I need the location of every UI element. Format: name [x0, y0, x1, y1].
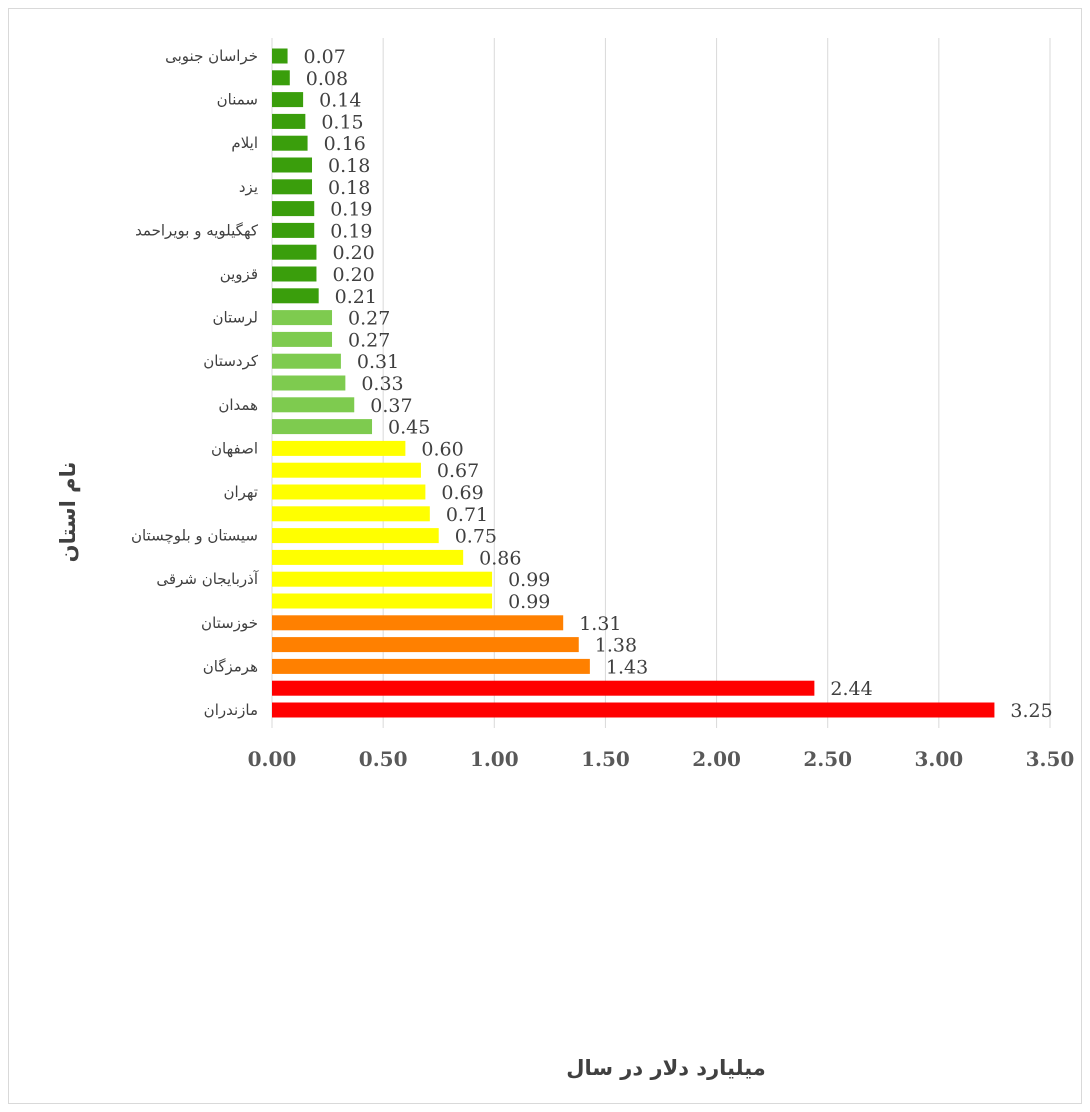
bar [272, 680, 815, 696]
bar [272, 70, 290, 86]
category-label: هرمزگان [203, 657, 258, 675]
data-label: 0.99 [508, 591, 550, 613]
data-label: 0.86 [479, 547, 521, 569]
category-label: سیستان و بلوچستان [131, 527, 258, 545]
bar [272, 506, 430, 522]
gridlines [271, 38, 1051, 728]
data-label: 0.07 [304, 46, 346, 68]
category-label: کردستان [203, 352, 259, 370]
data-label: 0.67 [437, 460, 479, 482]
bar [272, 310, 333, 326]
data-label: 0.15 [321, 111, 363, 133]
bar [272, 331, 333, 347]
chart-frame [8, 8, 1082, 1104]
data-label: 0.27 [348, 308, 390, 330]
bar [272, 440, 406, 456]
data-label: 1.43 [606, 656, 648, 678]
x-tick-label: 1.50 [581, 747, 630, 771]
data-label: 0.16 [324, 133, 366, 155]
bar [272, 288, 319, 304]
bars [272, 48, 995, 718]
bar [272, 658, 590, 674]
data-label: 0.19 [330, 199, 372, 221]
data-label: 0.20 [332, 242, 374, 264]
x-tick-label: 2.00 [692, 747, 741, 771]
bar [272, 462, 421, 478]
category-label: همدان [218, 396, 258, 414]
data-label: 2.44 [830, 678, 872, 700]
bar [272, 419, 373, 435]
bar [272, 571, 493, 587]
bar [272, 353, 341, 369]
category-label: قزوین [220, 265, 258, 283]
data-label: 0.14 [319, 90, 361, 112]
bar [272, 702, 995, 718]
bar [272, 92, 304, 108]
category-label: لرستان [212, 309, 258, 327]
value-labels: 0.070.080.140.150.160.180.180.190.190.20… [304, 46, 1053, 722]
x-tick-label: 1.00 [470, 747, 519, 771]
data-label: 0.99 [508, 569, 550, 591]
data-label: 1.31 [579, 613, 621, 635]
data-label: 0.37 [370, 395, 412, 417]
bar [272, 615, 564, 631]
data-label: 3.25 [1010, 700, 1052, 722]
bar [272, 484, 426, 500]
category-label: ایلام [231, 134, 258, 152]
bar [272, 157, 313, 173]
x-tick-label: 3.00 [914, 747, 963, 771]
bar [272, 244, 317, 260]
category-label: سمنان [217, 91, 258, 109]
category-labels: خراسان جنوبی سمنان ایلام یزد کهگیلویه و بویر… [131, 47, 259, 719]
bar [272, 113, 306, 129]
data-label: 0.19 [330, 220, 372, 242]
data-label: 0.21 [335, 286, 377, 308]
category-label: آذربایجان شرقی [156, 570, 258, 588]
bar [272, 266, 317, 282]
category-label: مازندران [204, 701, 258, 719]
data-label: 0.60 [421, 438, 463, 460]
bar [272, 397, 355, 413]
category-label: تهران [223, 483, 258, 501]
y-axis-title: نام استان [56, 462, 80, 563]
data-label: 1.38 [595, 635, 637, 657]
x-tick-label: 0.00 [248, 747, 297, 771]
bar [272, 135, 308, 151]
category-label: اصفهان [211, 439, 258, 457]
data-label: 0.08 [306, 68, 348, 90]
bar [272, 528, 439, 544]
category-label: یزد [239, 178, 258, 196]
category-label: خراسان جنوبی [165, 47, 258, 65]
data-label: 0.75 [455, 526, 497, 548]
x-axis-tick-labels: 0.00 0.50 1.00 1.50 2.00 2.50 3.00 3.50 [248, 747, 1075, 771]
x-tick-label: 0.50 [359, 747, 408, 771]
data-label: 0.45 [388, 417, 430, 439]
data-label: 0.27 [348, 329, 390, 351]
data-label: 0.18 [328, 155, 370, 177]
data-label: 0.31 [357, 351, 399, 373]
category-label: خوزستان [201, 614, 258, 632]
x-axis-title: میلیارد دلار در سال [566, 1056, 766, 1080]
bar [272, 222, 315, 238]
bar [272, 593, 493, 609]
data-label: 0.71 [446, 504, 488, 526]
bar [272, 637, 579, 653]
bar [272, 549, 464, 565]
bar [272, 375, 346, 391]
bar [272, 201, 315, 217]
x-tick-label: 2.50 [803, 747, 852, 771]
x-tick-label: 3.50 [1026, 747, 1075, 771]
data-label: 0.20 [332, 264, 374, 286]
data-label: 0.69 [441, 482, 483, 504]
data-label: 0.18 [328, 177, 370, 199]
bar [272, 48, 288, 64]
bar [272, 179, 313, 195]
data-label: 0.33 [361, 373, 403, 395]
category-label: کهگیلویه و بویراحمد [135, 221, 259, 239]
